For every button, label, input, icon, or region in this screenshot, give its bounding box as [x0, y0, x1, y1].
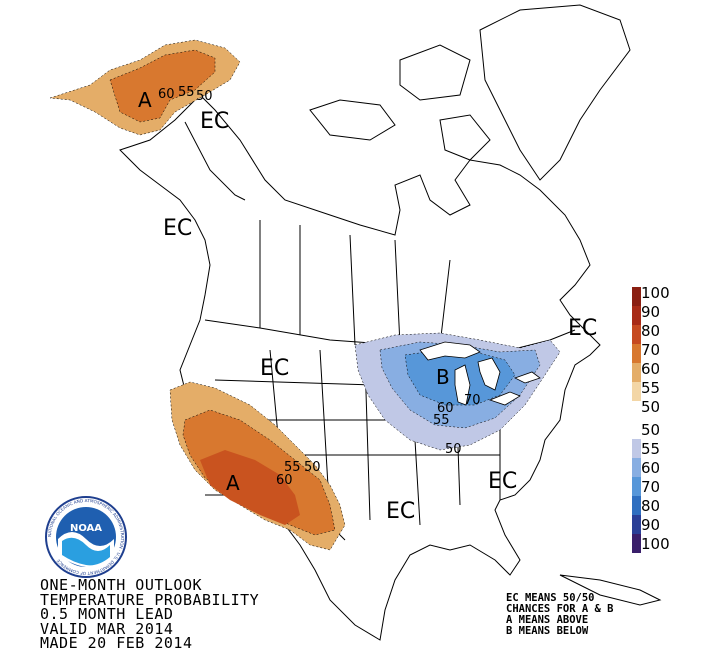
- southwest-above-area: [169, 381, 346, 551]
- lake-michigan: [454, 364, 471, 406]
- probability-legend: 100 90 80 70 60 55 50 50 55 60 70 80 90 …: [630, 284, 712, 553]
- contour-label-great-lakes-50: 50: [445, 442, 462, 457]
- legend-swatch-below-50: [632, 420, 641, 439]
- outlook-title: ONE-MONTH OUTLOOK: [40, 576, 203, 594]
- legend-swatch-above-50: [632, 401, 641, 420]
- legend-swatch-below-70: [632, 477, 641, 496]
- note-line-2: CHANCES FOR A & B: [506, 603, 614, 615]
- legend-label-below-50: 50: [641, 421, 661, 439]
- legend-swatch-above-80: [632, 325, 641, 344]
- contour-label-alaska-50: 50: [196, 89, 213, 104]
- province-lines: [259, 220, 451, 346]
- ec-label-northwest-us: EC: [260, 356, 289, 381]
- outlook-info: ONE-MONTH OUTLOOK TEMPERATURE PROBABILIT…: [40, 578, 259, 651]
- note-line-1: EC MEANS 50/50: [506, 592, 595, 604]
- legend-label-above-55: 55: [641, 379, 661, 397]
- contour-label-alaska-55: 55: [178, 85, 195, 100]
- contour-labels: 60 55 50 60 55 50 70 60 55 50: [158, 85, 481, 488]
- legend-label-below-70: 70: [641, 478, 661, 496]
- noaa-logo-text: NOAA: [70, 523, 102, 534]
- legend-label-above-70: 70: [641, 341, 661, 359]
- outlook-made: MADE 20 FEB 2014: [40, 634, 193, 652]
- contour-label-southwest-55: 55: [284, 460, 301, 475]
- legend-swatch-above-60: [632, 363, 641, 382]
- legend-label-above-60: 60: [641, 360, 661, 378]
- region-labels: EC EC EC EC EC EC A A B: [138, 88, 597, 524]
- ec-label-alaska: EC: [200, 109, 229, 134]
- outlook-variable: TEMPERATURE PROBABILITY: [40, 590, 260, 609]
- contour-label-great-lakes-70: 70: [464, 393, 481, 408]
- great-lakes-shapes: [419, 341, 541, 406]
- ec-label-mexico: EC: [386, 499, 415, 524]
- alaska-above-60: [109, 49, 216, 123]
- legend-label-above-50: 50: [641, 398, 661, 416]
- contour-label-alaska-60: 60: [158, 87, 175, 102]
- southwest-above-70: [200, 450, 300, 525]
- ec-label-southeast: EC: [488, 469, 517, 494]
- legend-swatch-above-90: [632, 306, 641, 325]
- outlook-lead: 0.5 MONTH LEAD: [40, 605, 174, 623]
- contour-label-great-lakes-55: 55: [433, 413, 450, 428]
- legend-swatch-above-70: [632, 344, 641, 363]
- lake-huron: [477, 357, 501, 391]
- legend-swatch-above-100: [632, 287, 641, 306]
- noaa-logo: NOAA NATIONAL OCEANIC AND ATMOSPHERIC AD…: [45, 496, 127, 578]
- contour-label-southwest-50: 50: [304, 460, 321, 475]
- legend-swatch-below-90: [632, 515, 641, 534]
- ec-explanation: EC MEANS 50/50 CHANCES FOR A & B A MEANS…: [506, 593, 613, 637]
- alaska-above-area: [49, 39, 241, 136]
- note-line-3: A MEANS ABOVE: [506, 614, 589, 626]
- legend-swatch-below-100: [632, 534, 641, 553]
- contour-label-southwest-60: 60: [276, 473, 293, 488]
- above-label-alaska: A: [138, 88, 152, 112]
- above-label-southwest: A: [226, 471, 240, 495]
- legend-label-below-80: 80: [641, 497, 661, 515]
- border-alaska: [184, 121, 246, 201]
- ec-label-northeast: EC: [568, 316, 597, 341]
- contour-label-great-lakes-60: 60: [437, 401, 454, 416]
- legend-swatch-above-55: [632, 382, 641, 401]
- note-line-4: B MEANS BELOW: [506, 625, 589, 637]
- lake-erie: [488, 391, 521, 406]
- lake-ontario: [513, 371, 541, 384]
- legend-label-above-90: 90: [641, 303, 661, 321]
- legend-label-below-90: 90: [641, 516, 661, 534]
- coastline-greenland: [479, 4, 631, 181]
- legend-swatch-below-60: [632, 458, 641, 477]
- legend-label-below-100: 100: [641, 535, 670, 553]
- legend-swatch-below-55: [632, 439, 641, 458]
- below-label-great-lakes: B: [436, 365, 450, 389]
- outlook-valid: VALID MAR 2014: [40, 619, 174, 638]
- legend-label-below-55: 55: [641, 440, 661, 458]
- legend-label-below-60: 60: [641, 459, 661, 477]
- ec-label-canada-west: EC: [163, 216, 192, 241]
- legend-label-above-80: 80: [641, 322, 661, 340]
- coastline-cuba: [559, 574, 662, 606]
- lake-superior: [419, 341, 481, 361]
- legend-label-above-100: 100: [641, 284, 670, 302]
- legend-swatch-below-80: [632, 496, 641, 515]
- coastline-arctic-islands: [309, 44, 491, 161]
